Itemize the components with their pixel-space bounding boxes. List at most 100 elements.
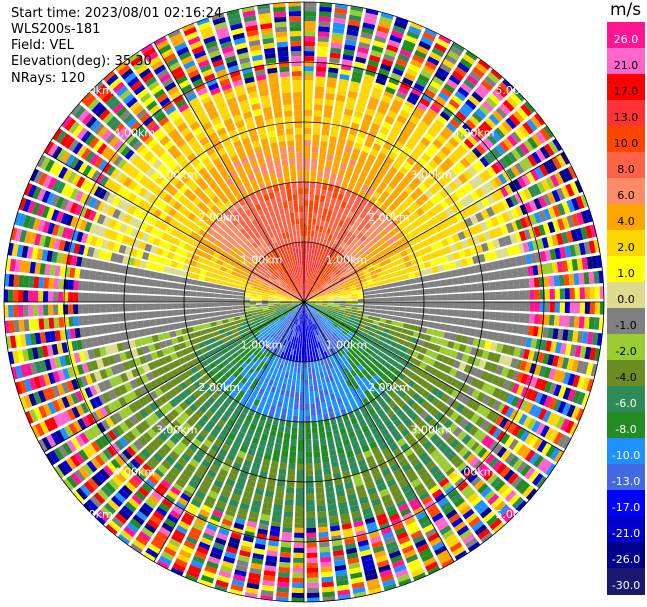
velocity-gate [287, 378, 292, 385]
velocity-gate [315, 305, 322, 309]
velocity-gate [579, 302, 585, 314]
velocity-gate [304, 146, 311, 153]
velocity-gate [323, 259, 328, 266]
velocity-gate [298, 349, 302, 356]
velocity-gate [499, 103, 511, 116]
velocity-gate [338, 168, 346, 177]
velocity-gate [532, 326, 539, 337]
velocity-gate [311, 248, 315, 255]
velocity-gate [292, 577, 304, 583]
velocity-gate [524, 215, 533, 227]
velocity-gate [359, 242, 366, 250]
velocity-gate [388, 267, 395, 274]
velocity-gate [518, 190, 528, 202]
velocity-gate [273, 503, 283, 511]
velocity-gate [340, 125, 349, 134]
velocity-gate [323, 467, 332, 475]
velocity-gate [394, 185, 404, 194]
velocity-gate [492, 459, 503, 472]
velocity-gate [535, 422, 546, 436]
velocity-gate [319, 201, 325, 208]
velocity-gate [369, 302, 376, 306]
velocity-gate [475, 108, 487, 120]
velocity-gate [363, 238, 371, 246]
velocity-gate [395, 343, 403, 351]
velocity-gate [351, 302, 358, 305]
velocity-gate [433, 344, 441, 353]
velocity-gate [318, 263, 323, 270]
velocity-gate [355, 181, 363, 190]
velocity-gate [167, 274, 175, 282]
velocity-gate [520, 464, 532, 477]
velocity-gate [545, 463, 556, 476]
velocity-gate [515, 427, 526, 440]
velocity-gate [427, 84, 439, 95]
velocity-gate [346, 342, 354, 349]
velocity-gate [314, 293, 321, 298]
velocity-gate [8, 305, 14, 318]
velocity-gate [545, 176, 555, 190]
velocity-gate [465, 409, 476, 421]
velocity-gate [306, 527, 317, 533]
velocity-gate [305, 266, 308, 273]
velocity-gate [408, 25, 422, 35]
velocity-gate [287, 408, 293, 416]
velocity-gate [398, 180, 408, 190]
velocity-gate [520, 386, 529, 398]
velocity-gate [407, 379, 416, 388]
velocity-gate [319, 238, 324, 245]
velocity-gate [333, 17, 346, 25]
velocity-gate [348, 316, 356, 321]
velocity-gate [320, 309, 326, 313]
velocity-gate [477, 447, 488, 459]
velocity-gate [578, 316, 585, 329]
velocity-gate [325, 240, 331, 247]
velocity-gate [376, 245, 384, 253]
velocity-gate [350, 122, 360, 131]
velocity-gate [313, 122, 321, 129]
velocity-gate [399, 81, 412, 91]
velocity-gate [534, 302, 540, 312]
velocity-gate [560, 185, 570, 199]
velocity-gate [272, 509, 283, 517]
velocity-gate [409, 278, 417, 284]
velocity-gate [347, 24, 360, 32]
velocity-gate [335, 281, 342, 286]
velocity-gate [297, 451, 304, 459]
velocity-gate [383, 234, 391, 242]
velocity-gate [314, 86, 325, 93]
velocity-gate [314, 463, 322, 470]
velocity-gate [360, 32, 373, 40]
velocity-gate [311, 415, 317, 422]
velocity-gate [348, 248, 355, 255]
velocity-gate [13, 274, 20, 288]
velocity-gate [320, 189, 327, 197]
velocity-gate [323, 266, 329, 273]
velocity-gate [523, 139, 534, 153]
velocity-gate [343, 108, 354, 117]
velocity-gate [401, 328, 409, 335]
velocity-gate [416, 353, 425, 361]
velocity-gate [410, 58, 423, 69]
velocity-gate [348, 282, 356, 287]
velocity-gate [379, 126, 390, 136]
velocity-gate [304, 385, 309, 392]
velocity-gate [369, 294, 376, 298]
velocity-gate [499, 466, 511, 478]
velocity-gate [314, 360, 318, 368]
velocity-gate [415, 197, 425, 207]
velocity-gate [226, 302, 233, 307]
velocity-gate [362, 341, 370, 348]
velocity-gate [392, 161, 402, 170]
velocity-gate [317, 46, 329, 53]
velocity-gate [304, 367, 308, 374]
velocity-gate [386, 315, 393, 320]
velocity-gate [333, 230, 339, 238]
velocity-gate [304, 122, 312, 129]
velocity-gate [374, 111, 386, 121]
velocity-gate [382, 176, 391, 185]
velocity-gate [418, 40, 432, 51]
velocity-gate [309, 297, 316, 300]
velocity-gate [346, 96, 357, 105]
velocity-gate [455, 130, 466, 141]
